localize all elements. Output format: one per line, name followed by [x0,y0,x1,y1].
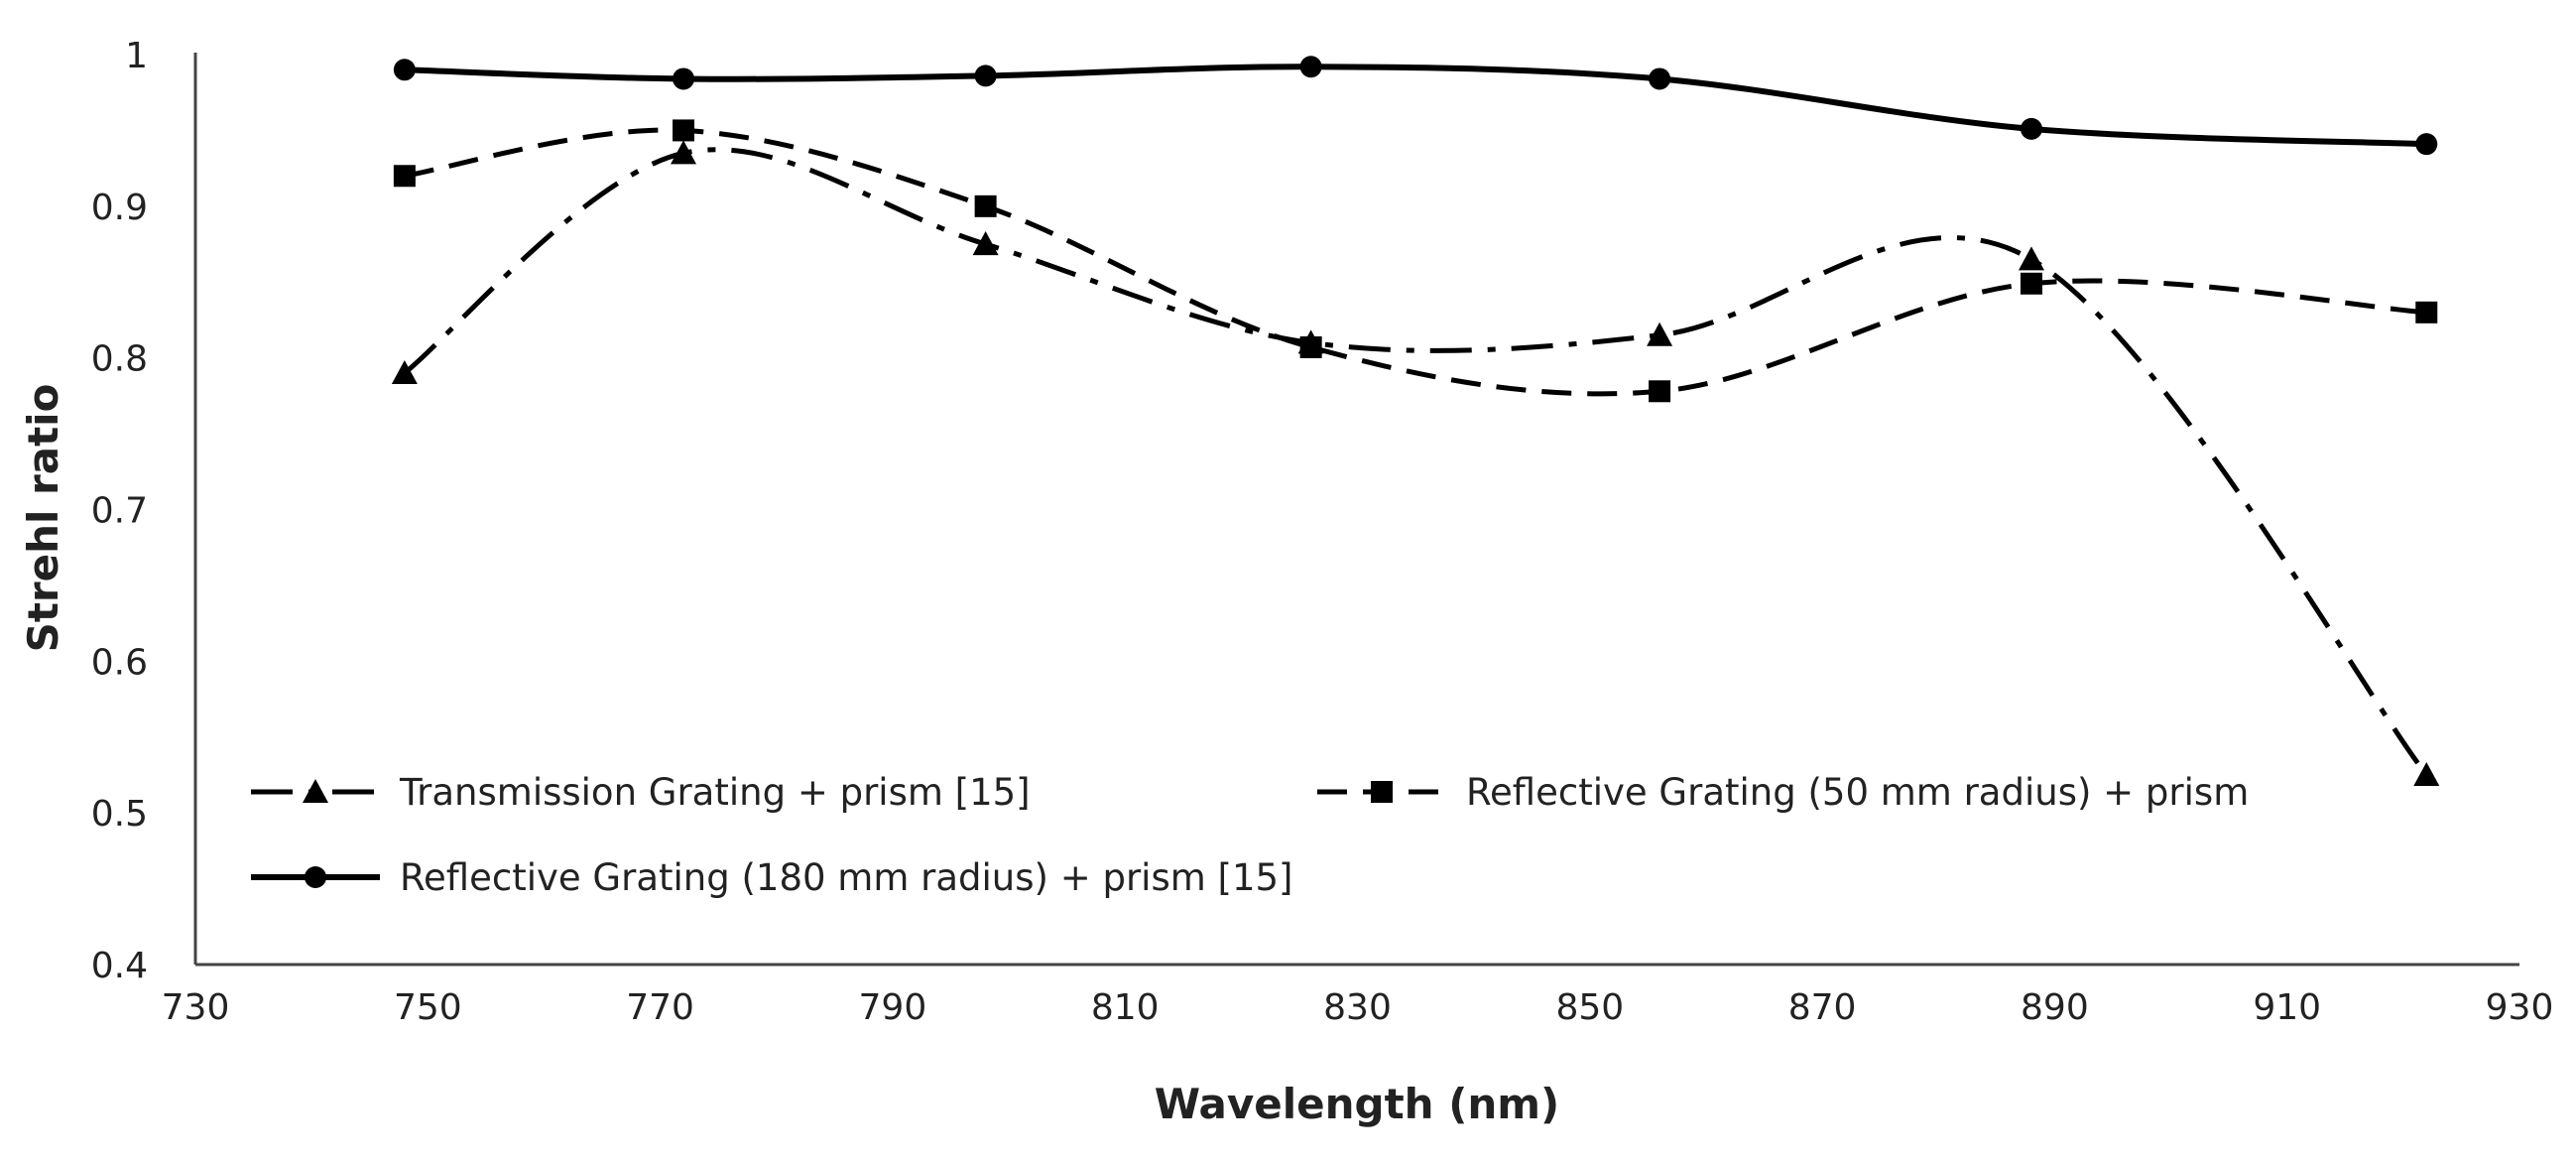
data-point-circle [2415,133,2438,156]
data-point-circle [1299,56,1322,78]
legend-marker-circle [305,866,326,888]
legend-entry: Reflective Grating (180 mm radius) + pri… [251,856,1292,899]
axis-titles: Wavelength (nm) Strehl ratio [19,384,1559,1128]
y-tick-label: 0.8 [91,339,148,380]
data-point-circle [2020,117,2042,140]
series-triangle [391,140,2440,787]
y-tick-label: 0.5 [91,794,148,835]
data-point-triangle [2413,761,2440,787]
y-tick-label: 1 [125,36,148,76]
legend-marker-square [1371,781,1393,803]
series-square [393,119,2438,403]
tick-labels: 730 750 770 790 810 830 850 870 890 910 930 0.4 0.5 0… [91,36,2554,1028]
data-point-triangle [1297,329,1324,354]
data-point-square [2415,301,2438,323]
data-point-triangle [671,140,697,165]
axes [193,53,2519,967]
series-line [404,64,2427,148]
data-point-square [393,165,416,188]
legend-label: Reflective Grating (180 mm radius) + pri… [400,856,1292,899]
x-tick-label: 770 [626,987,694,1028]
data-point-circle [673,67,695,90]
x-tick-label: 730 [162,987,230,1028]
x-tick-label: 810 [1091,987,1160,1028]
x-tick-label: 930 [2486,987,2554,1028]
x-tick-label: 910 [2253,987,2321,1028]
data-point-circle [974,65,997,87]
data-point-square [673,119,695,142]
legend-entry: Reflective Grating (50 mm radius) + pris… [1317,771,2249,814]
data-point-square [2020,272,2042,295]
x-tick-label: 870 [1788,987,1857,1028]
data-point-circle [393,59,416,81]
data-point-square [974,194,997,217]
legend-entry: Transmission Grating + prism [15] [251,771,1031,814]
series-line [404,127,2427,397]
legend: Transmission Grating + prism [15] Reflect… [251,771,2249,899]
data-point-triangle [972,231,999,256]
y-tick-label: 0.6 [91,642,148,683]
data-point-circle [1649,67,1671,90]
series-circle [393,56,2438,156]
legend-label: Transmission Grating + prism [15] [399,771,1031,814]
series-line [403,147,2429,777]
x-tick-label: 830 [1323,987,1392,1028]
data-point-triangle [2018,246,2044,271]
y-tick-label: 0.4 [91,946,148,986]
data-point-triangle [391,359,418,384]
x-tick-label: 750 [394,987,462,1028]
data-series [391,56,2440,787]
data-point-square [1649,380,1671,403]
y-tick-label: 0.7 [91,491,148,532]
x-axis-title: Wavelength (nm) [1155,1080,1560,1128]
x-tick-label: 850 [1555,987,1624,1028]
legend-label: Reflective Grating (50 mm radius) + pris… [1466,771,2249,814]
data-point-triangle [1647,322,1673,346]
y-tick-label: 0.9 [91,188,148,228]
x-tick-label: 890 [2021,987,2089,1028]
y-axis-title: Strehl ratio [19,384,67,653]
legend-marker-triangle [303,779,328,804]
x-tick-label: 790 [859,987,927,1028]
